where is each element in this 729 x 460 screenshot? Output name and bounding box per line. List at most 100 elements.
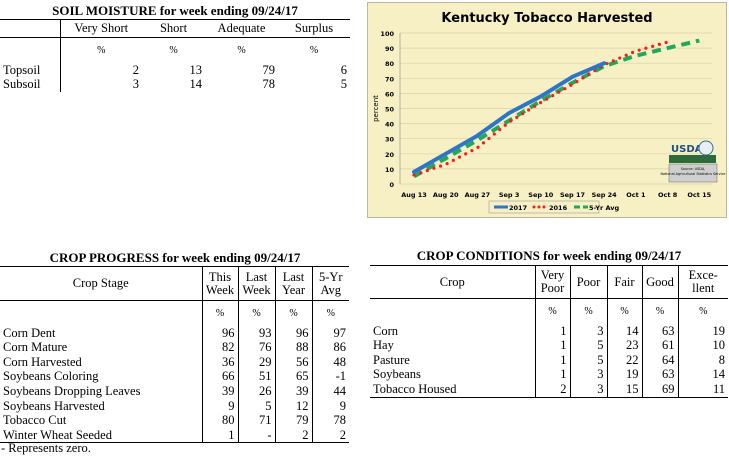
cell: 19 <box>677 323 728 339</box>
table-row: Soybeans Dropping Leaves 39 26 39 44 <box>0 383 349 399</box>
series-line-2016 <box>412 40 670 177</box>
col-header: Poor <box>569 265 607 299</box>
row-label: Corn Harvested <box>3 354 82 369</box>
x-tick-label: Aug 20 <box>433 191 459 199</box>
cell: 5 <box>569 352 607 368</box>
cell: 2 <box>534 381 570 398</box>
crop-stage-header: Crop Stage <box>0 266 202 301</box>
y-tick-label: 60 <box>385 90 395 98</box>
cell: 79 <box>262 62 276 77</box>
col-header: Last Year <box>274 266 312 301</box>
col-header: Last Week <box>237 266 275 301</box>
table-row: Corn Harvested 36 29 56 48 <box>0 354 349 370</box>
soil-moisture-title: SOIL MOISTURE for week ending 09/24/17 <box>52 3 298 18</box>
row-label: Tobacco Housed <box>370 381 535 398</box>
x-tick-label: Aug 13 <box>401 191 427 199</box>
table-row: Hay 1 5 23 61 10 <box>370 338 728 353</box>
x-tick-label: Oct 15 <box>687 191 711 199</box>
series-line-5-yr-avg <box>413 38 700 179</box>
legend-label: 2016 <box>549 204 568 212</box>
cell: 63 <box>641 323 678 339</box>
cell: 82 <box>201 340 238 355</box>
x-tick-label: Sep 3 <box>499 191 520 199</box>
cell: 39 <box>201 383 238 399</box>
cell: 69 <box>641 381 678 398</box>
cell: 1 <box>201 427 238 444</box>
unit-label: % <box>309 45 319 56</box>
col-header: Fair <box>606 265 642 299</box>
unit-label: % <box>237 300 275 326</box>
cell: 9 <box>201 398 238 414</box>
unit-label: % <box>606 298 642 324</box>
cell: 36 <box>201 354 238 370</box>
cell: 88 <box>274 340 312 355</box>
cell: 96 <box>274 325 312 341</box>
cell: 64 <box>641 352 678 368</box>
source-note-line: National Agricultural Statistics Service <box>660 172 725 176</box>
table-row: Corn Mature 82 76 88 86 <box>0 340 349 355</box>
cell: 78 <box>311 413 349 428</box>
col-header: Very Poor <box>534 265 570 299</box>
cell: 2 <box>311 427 349 444</box>
table-row: Soybeans Harvested 9 5 12 9 <box>0 398 349 414</box>
unit-label: % <box>311 300 349 326</box>
table-row: Corn 1 3 14 63 19 <box>370 323 728 339</box>
row-label: Pasture <box>373 352 410 367</box>
source-note-box <box>668 163 718 183</box>
row-label: Corn <box>373 323 398 338</box>
table-row: Pasture 1 5 22 64 8 <box>370 352 728 368</box>
cell: 48 <box>311 354 349 370</box>
cell: 63 <box>641 367 678 382</box>
usda-logo-stripe <box>669 155 716 163</box>
cell: -1 <box>311 369 349 384</box>
table-row: Corn Dent 96 93 96 97 <box>0 325 349 341</box>
usda-logo: USDA <box>671 144 703 155</box>
table-row: Soybeans 1 3 19 63 14 <box>370 367 728 382</box>
x-tick-label: Sep 24 <box>592 191 618 199</box>
col-header: Exce-llent <box>677 265 728 299</box>
cell: 93 <box>237 325 275 341</box>
unit-label: % <box>237 45 246 56</box>
cell: 10 <box>677 338 728 353</box>
cell: 80 <box>201 413 238 428</box>
cell: 66 <box>201 369 238 384</box>
cell: 5 <box>569 338 607 353</box>
col-header: This Week <box>201 266 238 301</box>
unit-label: % <box>201 300 238 326</box>
table-row: Soybeans Coloring 66 51 65 -1 <box>0 369 349 384</box>
crop-header: Crop <box>370 265 535 299</box>
y-tick-label: 40 <box>385 121 395 129</box>
unit-label: % <box>641 298 678 324</box>
table-row: Subsoil 3 14 78 5 <box>0 77 350 92</box>
cell: 3 <box>569 381 607 398</box>
cell: 96 <box>201 325 238 341</box>
y-tick-label: 80 <box>385 60 395 68</box>
cell: 86 <box>311 340 349 355</box>
chart-background <box>367 2 727 218</box>
cell: 26 <box>237 383 275 399</box>
source-note-line: Source: USDA, <box>681 167 705 171</box>
row-label: Subsoil <box>3 77 41 92</box>
cell: 76 <box>237 340 275 355</box>
cell: 2 <box>59 62 142 78</box>
row-label: Soybeans Coloring <box>3 369 99 384</box>
y-tick-label: 50 <box>385 106 395 114</box>
col-header: Surplus <box>278 19 350 38</box>
y-tick-label: 0 <box>389 181 394 189</box>
y-tick-label: 70 <box>385 75 395 83</box>
x-tick-label: Aug 27 <box>465 191 491 199</box>
cell: 65 <box>274 369 312 384</box>
cell: 3 <box>569 323 607 339</box>
table-row: Tobacco Housed 2 3 15 69 11 <box>370 381 728 398</box>
soil-moisture-table: Very Short Short Adequate Surplus % % % … <box>0 19 350 92</box>
row-label: Soybeans Harvested <box>3 398 105 413</box>
cell: 22 <box>606 352 642 368</box>
chart-title: Kentucky Tobacco Harvested <box>441 11 652 26</box>
cell: 1 <box>534 352 570 368</box>
y-tick-label: 10 <box>385 166 395 174</box>
legend-label: 5-Yr Avg <box>589 204 619 212</box>
cell: 15 <box>606 381 642 398</box>
crop-conditions-title: CROP CONDITIONS for week ending 09/24/17 <box>416 248 682 263</box>
y-tick-label: 20 <box>385 151 395 159</box>
x-tick-label: Oct 8 <box>658 191 678 199</box>
